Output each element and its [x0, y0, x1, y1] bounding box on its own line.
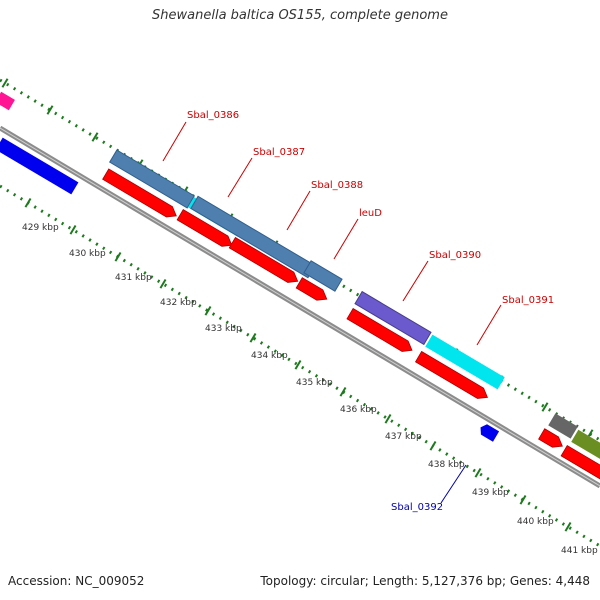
- label-leader-leud: [333, 218, 359, 260]
- cds-arrow-sbal-0387: [176, 209, 233, 247]
- blue-gene-block: [0, 137, 79, 195]
- label-leader-sbal-0388: [286, 190, 311, 231]
- inner-major-tick: [339, 387, 347, 397]
- inner-tick-track: [0, 184, 600, 548]
- cds-arrow-sbal-0392: [480, 424, 500, 442]
- kbp-label: 435 kbp: [296, 378, 333, 388]
- cds-arrow-sbal-0386: [102, 168, 177, 218]
- inner-major-tick: [519, 495, 527, 505]
- kbp-label: 438 kbp: [428, 460, 465, 470]
- label-leader-sbal-0391: [476, 304, 502, 346]
- label-leader-sbal-0392: [440, 464, 467, 504]
- outer-major-tick: [1, 78, 9, 88]
- inner-major-tick: [249, 333, 257, 343]
- cds-arrow-small: [538, 428, 563, 448]
- backbone-line-highlight: [0, 127, 600, 487]
- gene-label-sbal-0388: Sbal_0388: [311, 180, 363, 191]
- cds-arrow-sbal-0388: [228, 236, 299, 283]
- inner-major-tick: [294, 360, 302, 370]
- kbp-label: 430 kbp: [69, 249, 106, 259]
- kbp-label: 432 kbp: [160, 298, 197, 308]
- inner-major-tick: [69, 225, 77, 235]
- map-title: Shewanella baltica OS155, complete genom…: [152, 8, 448, 23]
- gene-label-sbal-0387: Sbal_0387: [253, 147, 305, 158]
- kbp-label: 434 kbp: [251, 351, 288, 361]
- label-leader-sbal-0387: [227, 157, 253, 198]
- inner-major-tick: [24, 198, 32, 208]
- kbp-label: 441 kbp: [561, 546, 598, 556]
- inner-major-tick: [384, 414, 392, 424]
- accession-text: Accession: NC_009052: [8, 574, 145, 588]
- kbp-label: 429 kbp: [22, 223, 59, 233]
- topology-text: Topology: circular; Length: 5,127,376 bp…: [260, 574, 590, 588]
- cds-arrow-leud: [295, 277, 328, 301]
- inner-major-tick: [114, 252, 122, 262]
- cds-arrow-sbal-0391: [414, 350, 489, 399]
- cds-arrow-edge: [560, 445, 600, 483]
- inner-major-tick: [159, 279, 167, 289]
- inner-major-tick: [429, 441, 437, 451]
- kbp-label: 431 kbp: [115, 273, 152, 283]
- magenta-gene-block: [0, 91, 15, 111]
- outer-major-tick: [91, 132, 99, 142]
- inner-major-tick: [474, 468, 482, 478]
- gene-label-sbal-0392: Sbal_0392: [391, 502, 443, 513]
- cog-block-leud: [303, 260, 343, 292]
- gray-gene-block: [548, 413, 578, 439]
- kbp-label: 433 kbp: [205, 324, 242, 334]
- kbp-label: 440 kbp: [517, 517, 554, 527]
- label-leader-sbal-0390: [402, 260, 429, 302]
- kbp-label: 436 kbp: [340, 405, 377, 415]
- gene-label-leud: leuD: [359, 208, 382, 219]
- outer-major-tick: [46, 105, 54, 115]
- inner-major-tick: [564, 522, 572, 532]
- gene-label-sbal-0386: Sbal_0386: [187, 110, 239, 121]
- kbp-label: 439 kbp: [472, 488, 509, 498]
- inner-major-tick: [204, 306, 212, 316]
- cog-block-sbal-0390: [354, 290, 432, 346]
- gene-label-sbal-0390: Sbal_0390: [429, 250, 481, 261]
- cds-arrow-sbal-0390: [346, 307, 413, 352]
- cog-block-sbal-0386: [109, 149, 195, 209]
- label-leader-sbal-0386: [162, 121, 187, 162]
- olive-gene-block: [571, 429, 600, 463]
- kbp-label: 437 kbp: [385, 432, 422, 442]
- outer-major-tick: [541, 402, 549, 412]
- gene-label-sbal-0391: Sbal_0391: [502, 295, 554, 306]
- cog-block-sbal-0391: [425, 334, 505, 390]
